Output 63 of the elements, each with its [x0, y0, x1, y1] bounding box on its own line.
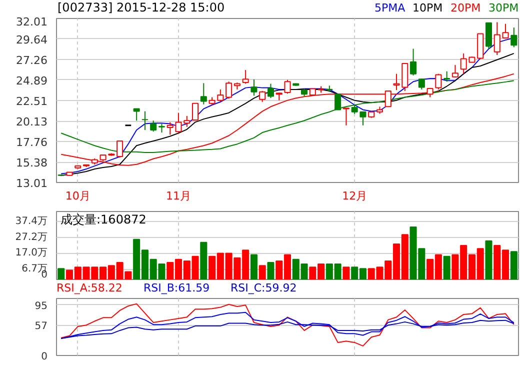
candlestick	[192, 102, 199, 121]
y-tick-label: 17.76	[16, 136, 48, 149]
chart-title: [002733] 2015-12-28 15:00	[58, 0, 225, 14]
y-tick-label: 13.01	[16, 177, 48, 190]
candlestick	[334, 93, 342, 110]
candlestick	[217, 88, 224, 102]
bar	[443, 256, 450, 280]
text: RSI_C:59.92	[230, 282, 297, 294]
bar	[258, 265, 266, 280]
y-tick-label: 22.51	[16, 95, 48, 108]
line-series	[60, 303, 514, 346]
bar	[200, 242, 208, 280]
y-tick-label: 57	[34, 321, 48, 332]
candlestick	[410, 48, 417, 76]
candlestick	[267, 83, 274, 98]
y-tick-label: 24.89	[16, 74, 48, 88]
candlestick	[485, 22, 492, 50]
x-tick-label: 12月	[342, 190, 368, 202]
line-series	[60, 80, 514, 154]
x-tick-label: 10月	[65, 190, 90, 202]
y-tick-label: 0	[41, 352, 48, 362]
line-series	[60, 320, 514, 339]
candlestick	[284, 79, 291, 94]
candlestick	[142, 110, 148, 131]
candlestick	[150, 120, 157, 132]
candlestick	[116, 140, 124, 158]
candlestick	[259, 90, 266, 102]
candlestick	[452, 64, 458, 78]
candlestick	[360, 111, 366, 126]
y-tick-label: 95	[34, 300, 48, 312]
text: 10PM	[412, 2, 443, 14]
text: RSI_B:61.59	[144, 282, 210, 294]
chart-title: 成交量:160872	[60, 212, 146, 226]
text: 20PM	[450, 2, 481, 14]
candlestick	[226, 81, 232, 100]
candlestick	[342, 108, 350, 126]
series-label: RSI_A:58.22	[56, 282, 122, 294]
candlestick	[444, 70, 450, 82]
bar	[485, 240, 492, 280]
bar	[250, 254, 258, 280]
bar	[342, 266, 350, 280]
candlestick	[200, 82, 207, 105]
line-series	[60, 73, 514, 166]
x-tick-label: 11月	[166, 190, 191, 202]
bar	[58, 268, 65, 280]
y-tick-label: 15.38	[16, 156, 48, 170]
y-tick-label: 32.01	[16, 16, 48, 28]
y-tick-label: 17.0万	[15, 248, 48, 259]
y-tick-label: 29.64	[16, 33, 48, 46]
text: 5PMA	[374, 2, 406, 14]
text: 30PM	[488, 2, 519, 14]
candlestick	[384, 90, 392, 108]
candlestick	[250, 78, 258, 96]
bar	[267, 262, 274, 280]
candlestick	[242, 70, 249, 84]
y-tick-label: 20.13	[16, 116, 48, 129]
line-series	[60, 312, 514, 339]
y-tick-label: 27.26	[16, 54, 48, 67]
y-tick-label: 27.2万	[15, 232, 48, 243]
candlestick	[133, 108, 140, 122]
bar	[510, 251, 518, 280]
candlestick	[510, 27, 518, 48]
y-tick-label: 37.4万	[15, 216, 48, 228]
